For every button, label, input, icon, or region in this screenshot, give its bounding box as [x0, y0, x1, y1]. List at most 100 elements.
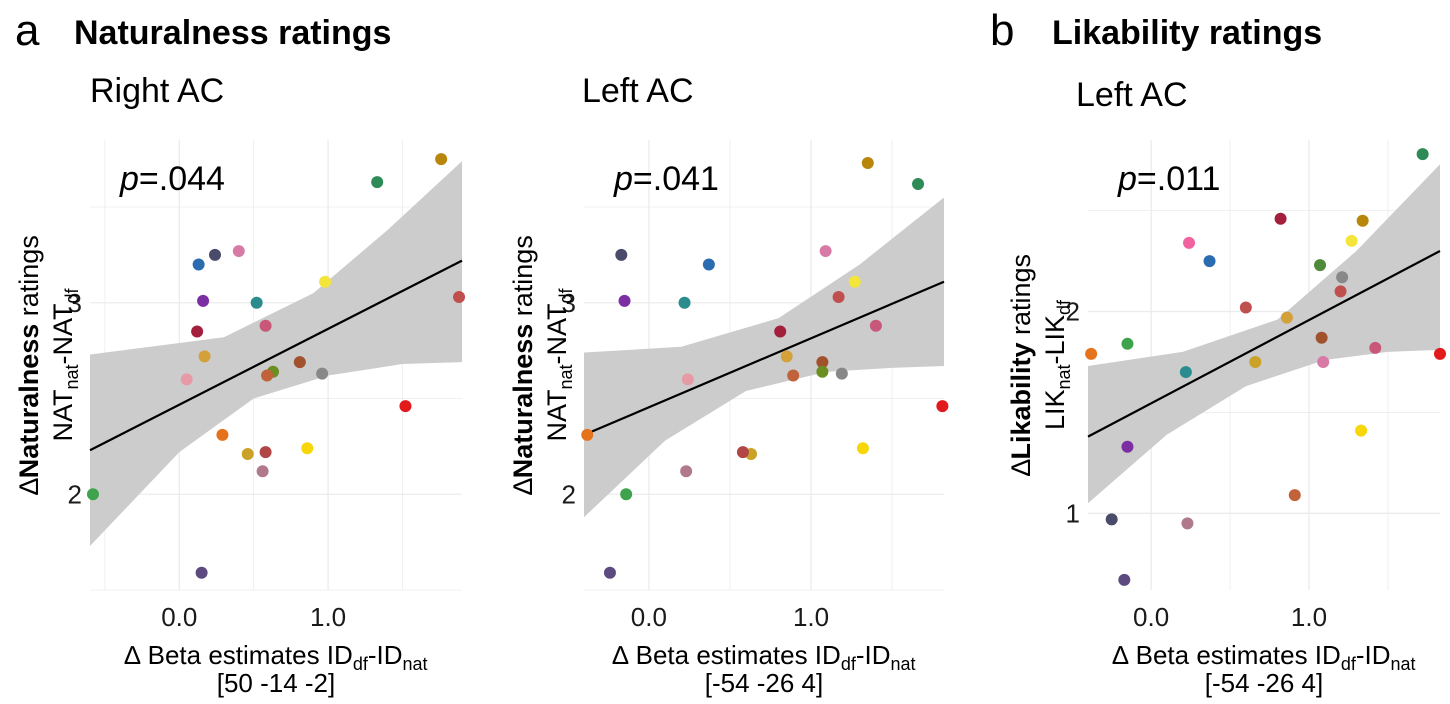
x-tick-label: 1.0 [1291, 602, 1327, 632]
x-axis-label: ∆ Beta estimates IDdf-IDnat [1112, 640, 1415, 674]
data-point [936, 400, 949, 413]
p-value-label: p=.044 [119, 160, 225, 198]
data-point [1118, 573, 1131, 586]
data-point [1288, 489, 1301, 502]
data-point [869, 319, 882, 332]
data-point [848, 275, 861, 288]
data-point [197, 294, 210, 307]
data-point [399, 400, 412, 413]
data-point [787, 369, 800, 382]
subplot-1-title: Right AC [90, 72, 225, 110]
data-point [319, 275, 332, 288]
x-tick-label: 0.0 [631, 602, 667, 632]
y-axis-label: ∆Likability ratings [1006, 254, 1036, 476]
data-point [1416, 148, 1429, 161]
data-point [250, 296, 263, 309]
data-point [216, 428, 229, 441]
x-tick-label: 0.0 [1133, 602, 1169, 632]
data-point [180, 373, 193, 386]
y-tick-label: 2 [562, 479, 576, 509]
data-point [1280, 311, 1293, 324]
data-point [259, 319, 272, 332]
data-point [232, 245, 245, 258]
data-point [856, 442, 869, 455]
data-point [293, 356, 306, 369]
data-point [1179, 366, 1192, 379]
data-point [1356, 214, 1369, 227]
data-point [615, 248, 628, 261]
data-point [1369, 341, 1382, 354]
data-point [1121, 440, 1134, 453]
data-point [736, 446, 749, 459]
chart-1: p=.044 0.0 1.0 2 3 ∆ Beta estimates IDdf-IDna… [14, 140, 466, 698]
data-point [316, 367, 329, 380]
p-value-label: p=.041 [613, 160, 719, 198]
data-point [198, 350, 211, 363]
data-point [1434, 347, 1446, 360]
y-tick-label: 3 [68, 288, 82, 318]
data-point [371, 176, 384, 189]
regression-line [1087, 250, 1441, 438]
data-point [816, 365, 829, 378]
panel-b-letter: b [990, 6, 1015, 55]
regression-line [89, 259, 463, 452]
x-tick-label: 1.0 [793, 602, 829, 632]
data-point [1085, 347, 1098, 360]
data-point [1315, 331, 1328, 344]
data-point [301, 442, 314, 455]
data-point [774, 325, 787, 338]
data-point [861, 156, 874, 169]
data-point [780, 350, 793, 363]
data-point [1121, 337, 1134, 350]
y-axis-sublabel: NATnat-NATdf [48, 287, 82, 441]
data-point [1334, 285, 1347, 298]
data-point [1239, 301, 1252, 314]
y-tick-label: 2 [1066, 297, 1080, 327]
data-point [208, 248, 221, 261]
y-axis-sublabel: NATnat-NATdf [542, 287, 576, 441]
x-axis-coordinates: [50 -14 -2] [217, 668, 336, 698]
data-point [261, 369, 274, 382]
data-point [1274, 212, 1287, 225]
subplot-2-title: Left AC [582, 72, 694, 110]
data-point [1203, 255, 1216, 268]
subplot-3-title: Left AC [1076, 76, 1188, 114]
confidence-ribbon [90, 161, 462, 546]
data-point [1183, 236, 1196, 249]
data-point [1355, 424, 1368, 437]
x-axis-coordinates: [-54 -26 4] [705, 668, 824, 698]
x-axis-label: ∆ Beta estimates IDdf-IDnat [124, 640, 427, 674]
y-axis-sublabel: LIKnat-LIKdf [1040, 299, 1074, 430]
data-point [453, 291, 466, 304]
data-point [259, 446, 272, 459]
data-point [603, 566, 616, 579]
data-point [86, 488, 99, 501]
data-point [1249, 355, 1262, 368]
confidence-ribbon [1088, 164, 1440, 504]
data-point [832, 291, 845, 304]
data-point [241, 448, 254, 461]
data-point [702, 258, 715, 271]
y-axis-label: ∆Naturalness ratings [508, 235, 538, 495]
data-point [1181, 517, 1194, 530]
x-tick-label: 0.0 [161, 602, 197, 632]
data-point [195, 566, 208, 579]
chart-3: p=.011 0.0 1.0 1 2 ∆ Beta estimates IDdf-IDna… [1006, 140, 1446, 698]
x-tick-label: 1.0 [310, 602, 346, 632]
chart-2: p=.041 0.0 1.0 2 3 ∆ Beta estimates IDdf-IDna… [508, 140, 949, 698]
data-point [1336, 271, 1349, 284]
y-tick-label: 2 [68, 479, 82, 509]
panel-a-title: Naturalness ratings [74, 14, 392, 52]
x-axis-label: ∆ Beta estimates IDdf-IDnat [612, 640, 915, 674]
data-point [1314, 259, 1327, 272]
data-point [681, 373, 694, 386]
data-point [816, 356, 829, 369]
data-point [435, 153, 448, 166]
data-point [618, 294, 631, 307]
data-point [1345, 234, 1358, 247]
data-point [680, 465, 693, 478]
data-point [256, 465, 269, 478]
panel-b-title: Likability ratings [1052, 14, 1323, 52]
data-point [819, 245, 832, 258]
